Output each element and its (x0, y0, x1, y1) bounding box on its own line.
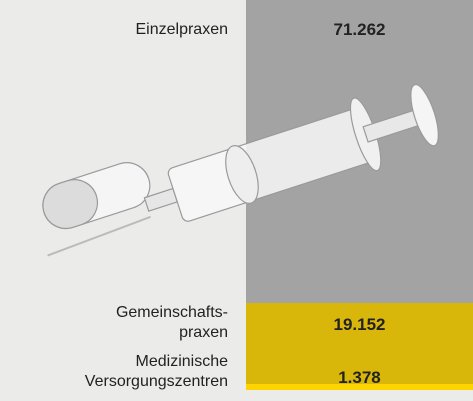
category-label: Einzelpraxen (135, 21, 229, 38)
plunger-head (410, 83, 439, 147)
syringe-ring (225, 145, 259, 204)
bar-segment (246, 302, 473, 385)
category-label: Medizinische Versorgungszentren (84, 353, 228, 391)
value-label: 1.378 (338, 368, 381, 388)
value-label: 71.262 (333, 20, 386, 39)
syringe-barrel (167, 108, 374, 222)
pill-half (42, 179, 99, 230)
category-label: Gemeinschafts- praxen (115, 303, 228, 341)
value-label: 19.152 (333, 314, 386, 334)
needle (47, 215, 151, 257)
bar-segment (246, 384, 473, 390)
